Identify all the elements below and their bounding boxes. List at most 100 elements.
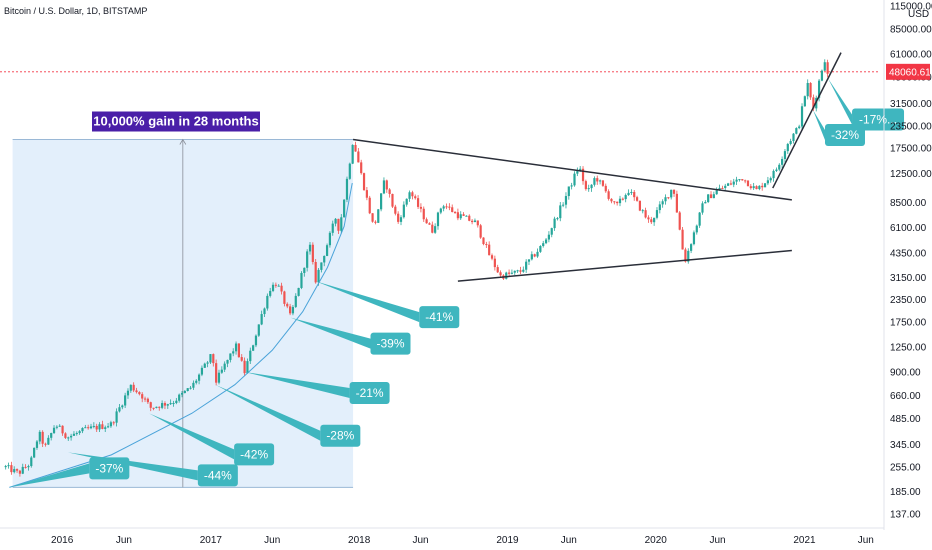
candle-body [635, 197, 639, 201]
candle [769, 176, 772, 183]
candle [661, 199, 664, 208]
candle-body [581, 168, 585, 182]
candle-body [334, 218, 337, 224]
candle-body [428, 223, 431, 225]
drawdown-callout-pointer [290, 317, 371, 349]
candle-body [323, 255, 326, 263]
currency-label: USD [908, 9, 929, 20]
drawdown-callout[interactable]: -42% [149, 413, 275, 466]
candle-body [61, 425, 64, 434]
candle [798, 124, 801, 130]
candle-body [397, 213, 400, 222]
candle [38, 430, 41, 445]
candle-body [192, 382, 195, 388]
candle-body [670, 189, 673, 198]
candle [456, 208, 459, 221]
upper-trendline[interactable] [352, 138, 792, 201]
candle [490, 253, 494, 261]
candle-body [752, 186, 755, 189]
drawdown-callout[interactable]: -17%... [828, 78, 905, 131]
candle [109, 420, 113, 428]
candle-body [746, 180, 750, 187]
candle-body [627, 192, 630, 196]
candle [377, 209, 380, 223]
candle-body [621, 198, 624, 200]
lower-trendline[interactable] [457, 249, 792, 282]
candle-body [10, 465, 13, 473]
y-tick-label: 185.00 [890, 487, 921, 498]
candle-body [109, 422, 113, 427]
candle-body [115, 411, 118, 423]
candle [306, 249, 309, 272]
candle-body [729, 183, 733, 185]
candle [166, 403, 169, 409]
candle-body [519, 270, 522, 272]
candle-body [380, 193, 383, 210]
y-tick-label: 660.00 [890, 391, 921, 402]
candle [547, 231, 551, 243]
candle-body [638, 200, 642, 211]
drawdown-callout-box [320, 424, 361, 447]
candle [527, 259, 531, 266]
candle [439, 207, 442, 215]
candle-body [121, 405, 124, 408]
candle-body [718, 187, 721, 191]
drawdown-callout[interactable]: -39% [290, 317, 411, 355]
candle [104, 425, 107, 432]
candle [291, 304, 295, 316]
candlestick-series [4, 59, 829, 477]
drawdown-callout[interactable]: -21% [244, 371, 390, 404]
candle-body [806, 82, 809, 97]
candle-body [382, 180, 386, 194]
candle-body [422, 208, 425, 220]
candle [263, 307, 266, 317]
candle [146, 397, 149, 404]
candle [692, 230, 696, 246]
candle-body [522, 269, 525, 272]
drawdown-callout[interactable]: -28% [215, 384, 361, 447]
candle-body [507, 272, 511, 274]
drawdown-callout-pointer [215, 384, 321, 441]
candle [286, 302, 289, 309]
parabolic-trendline[interactable] [772, 52, 842, 189]
candle [257, 324, 260, 337]
candle [163, 401, 167, 410]
candle-body [135, 390, 138, 393]
y-tick-label: 900.00 [890, 367, 921, 378]
candle-body [510, 272, 514, 274]
candle-body [468, 215, 471, 221]
candle [371, 213, 374, 223]
candle-body [226, 359, 229, 364]
candle-body [35, 441, 39, 448]
candle [598, 179, 602, 185]
candle [493, 255, 496, 271]
drawdown-callout[interactable]: -37% [9, 457, 130, 488]
candle-body [712, 194, 715, 199]
candle-body [280, 285, 283, 292]
candle [604, 183, 607, 193]
candle-body [485, 244, 488, 246]
candle-body [138, 392, 141, 395]
candle-body [709, 194, 713, 199]
candle [775, 167, 778, 172]
candle-body [761, 185, 764, 188]
candle [601, 180, 605, 187]
candle [519, 266, 522, 275]
candle-body [371, 213, 374, 222]
drawdown-callout[interactable]: -41% [315, 281, 460, 329]
drawdown-callout-label: -17%... [859, 112, 897, 126]
candle-body [399, 217, 403, 222]
drawdown-callout[interactable]: -44% [67, 452, 238, 487]
candle-body [473, 220, 477, 223]
candle [596, 175, 599, 185]
candle [590, 184, 593, 192]
drawdown-callout-box [349, 381, 390, 404]
candle [61, 425, 64, 436]
candle [380, 193, 383, 212]
candle-body [172, 403, 175, 405]
candle-body [129, 384, 132, 391]
candle-body [547, 234, 551, 240]
gain-banner-label: 10,000% gain in 28 months [93, 114, 258, 129]
drawdown-callout-label: -32% [831, 128, 859, 142]
